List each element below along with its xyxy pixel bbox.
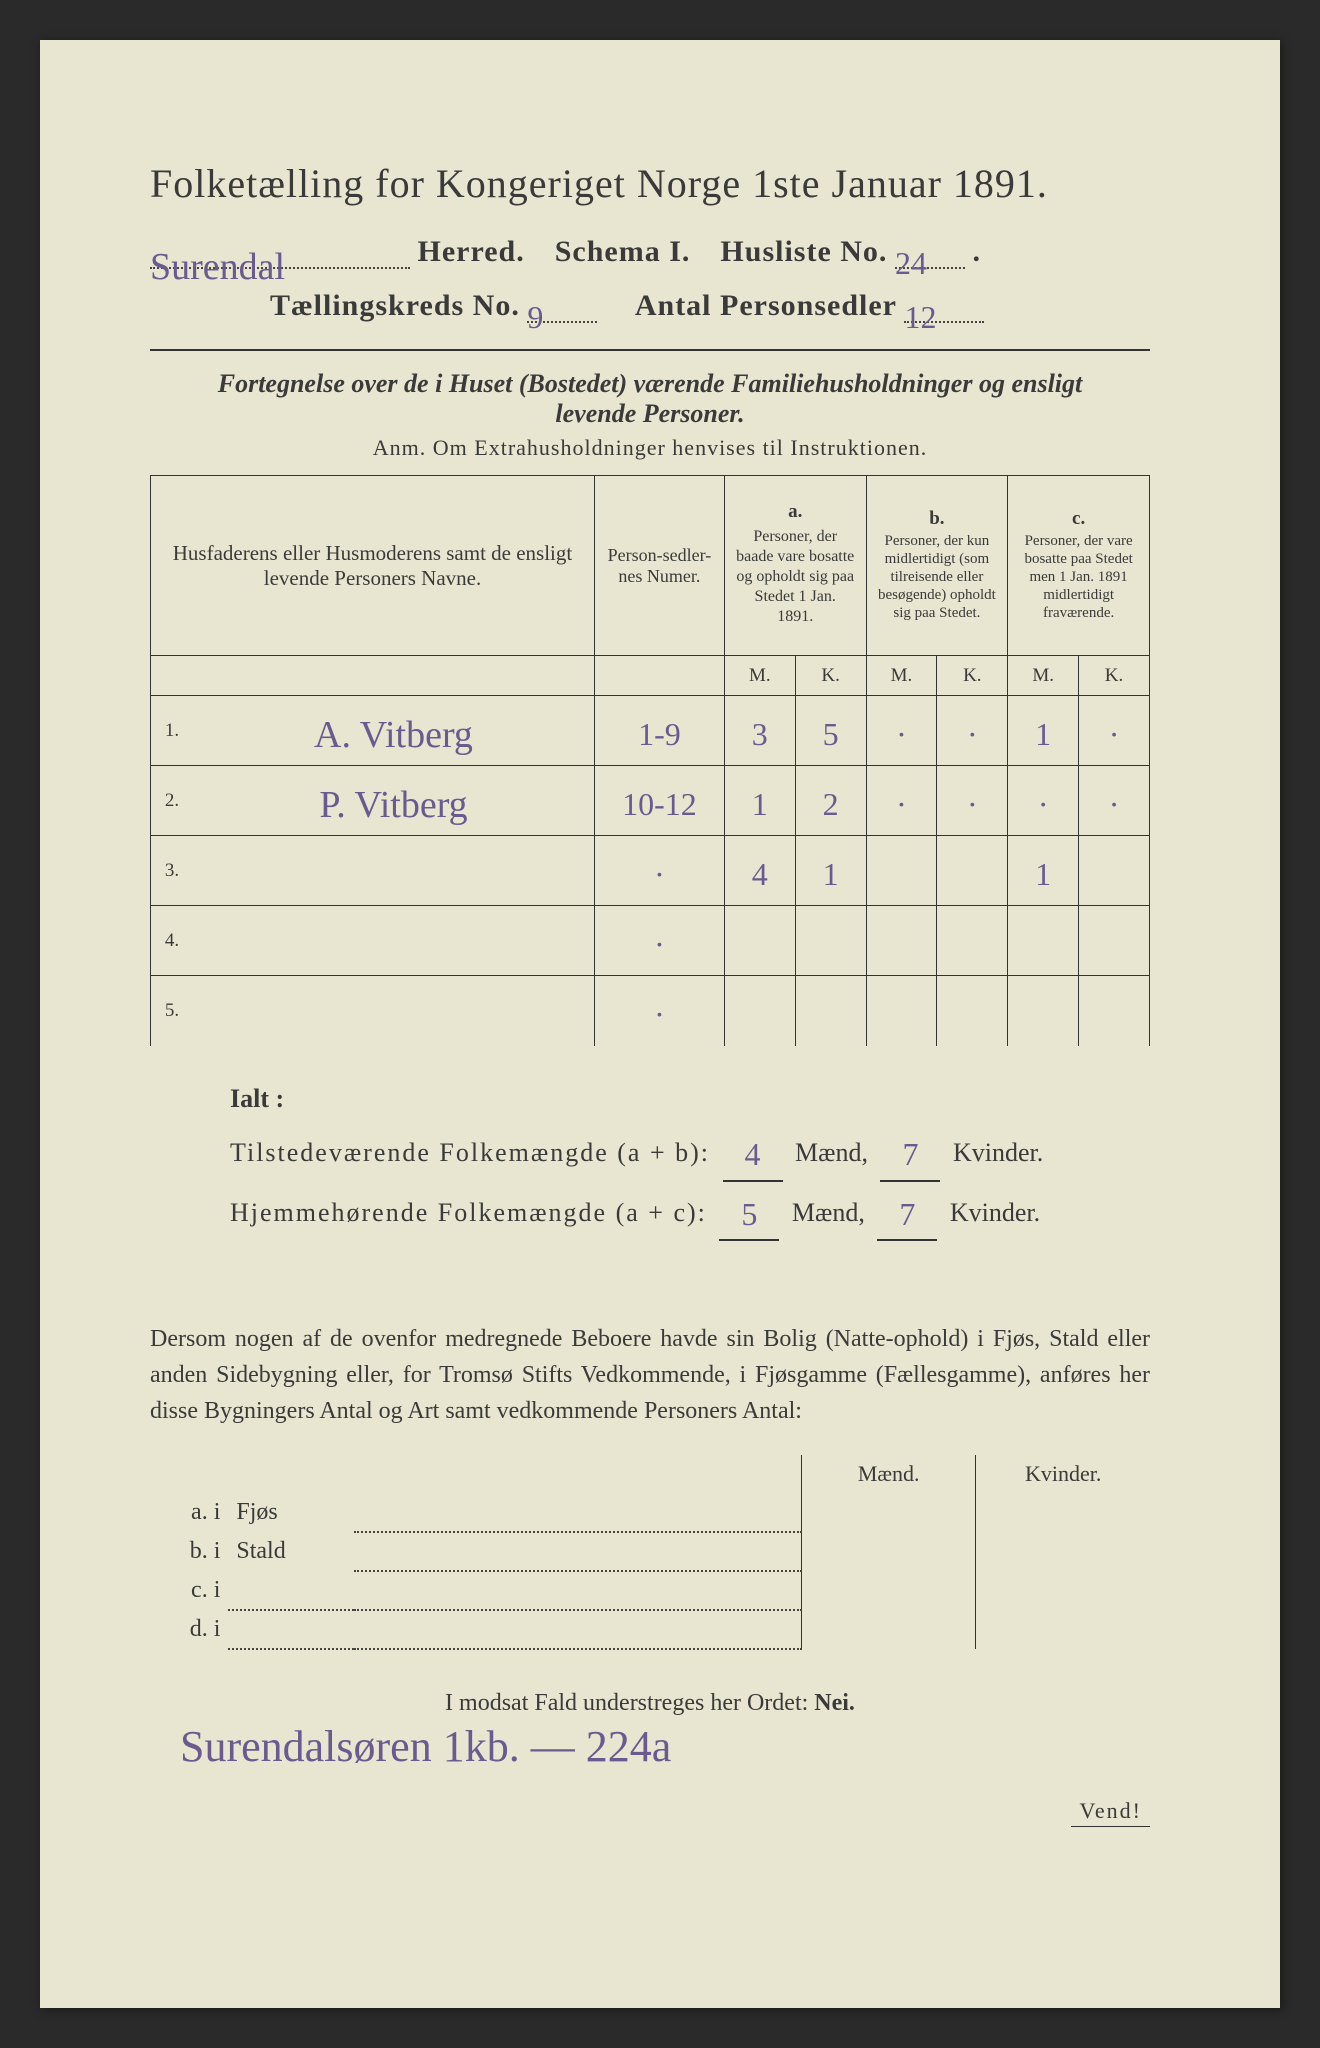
content-area: Folketælling for Kongeriget Norge 1ste J… [150,160,1150,1717]
th-name: Husfaderens eller Husmoderens samt de en… [151,476,595,656]
census-table: Husfaderens eller Husmoderens samt de en… [150,475,1150,1046]
table-row: 4. · [151,906,1150,976]
th-a-m: M. [724,656,795,696]
th-b-m: M. [866,656,937,696]
ialt-label: Ialt : [230,1076,1150,1123]
th-c-m: M. [1008,656,1079,696]
page-title: Folketælling for Kongeriget Norge 1ste J… [150,160,1150,207]
divider [150,349,1150,351]
header-line-herred: Surendal Herred. Schema I. Husliste No. … [150,235,1150,281]
hjemme-label: Hjemmehørende Folkemængde (a + c): [230,1198,707,1227]
th-a: a. Personer, der baade vare bosatte og o… [724,476,866,656]
herred-value: Surendal [150,246,285,288]
vend-label: Vend! [1071,1796,1150,1827]
hjemme-m: 5 [741,1196,757,1232]
th-a-k: K. [795,656,866,696]
personsedler-label: Antal Personsedler [635,289,897,322]
kreds-label: Tællingskreds No. [270,289,520,322]
husliste-label: Husliste No. [720,235,887,268]
anm-note: Anm. Om Extrahusholdninger henvises til … [150,435,1150,461]
kreds-value: 9 [527,299,543,335]
header-line-kreds: Tællingskreds No. 9 Antal Personsedler 1… [150,289,1150,335]
bolig-kvinder: Kvinder. [976,1455,1150,1493]
bolig-table: Mænd. Kvinder. a. i Fjøs b. i Stald c. i [150,1455,1150,1650]
tilstede-label: Tilstedeværende Folkemængde (a + b): [230,1138,710,1167]
th-b: b. Personer, der kun midlertidigt (som t… [866,476,1008,656]
bolig-row: c. i [150,1571,1150,1610]
table-row: 1. A. Vitberg 1-9 3 5 · · 1 · [151,696,1150,766]
table-row: 3. · 4 1 1 [151,836,1150,906]
schema-label: Schema I. [555,235,691,268]
row2-name: P. Vitberg [319,784,467,826]
tilstede-k: 7 [902,1136,918,1172]
table-row: 2. P. Vitberg 10-12 1 2 · · · · [151,766,1150,836]
hjemme-k: 7 [899,1196,915,1232]
totals-block: Ialt : Tilstedeværende Folkemængde (a + … [230,1076,1150,1242]
census-form-page: Folketælling for Kongeriget Norge 1ste J… [40,40,1280,2008]
th-c-k: K. [1079,656,1150,696]
bolig-row: b. i Stald [150,1532,1150,1571]
bolig-paragraph: Dersom nogen af de ovenfor medregnede Be… [150,1321,1150,1429]
tilstede-m: 4 [745,1136,761,1172]
husliste-value: 24 [895,245,927,281]
bolig-maend: Mænd. [801,1455,976,1493]
bolig-row: a. i Fjøs [150,1493,1150,1532]
th-b-k: K. [937,656,1008,696]
modfalt-line: I modsat Fald understreges her Ordet: Ne… [150,1690,1150,1717]
table-row: 5. · [151,976,1150,1046]
row1-name: A. Vitberg [314,714,473,756]
fortegnelse-heading: Fortegnelse over de i Huset (Bostedet) v… [150,369,1150,429]
bolig-row: d. i [150,1610,1150,1649]
th-num: Person-sedler-nes Numer. [594,476,724,656]
nei-word: Nei. [814,1690,855,1716]
personsedler-value: 12 [904,299,936,335]
bottom-annotation: Surendalsøren 1kb. — 224a [180,1721,671,1877]
herred-label: Herred. [418,235,525,268]
th-c: c. Personer, der vare bosatte paa Stedet… [1008,476,1150,656]
